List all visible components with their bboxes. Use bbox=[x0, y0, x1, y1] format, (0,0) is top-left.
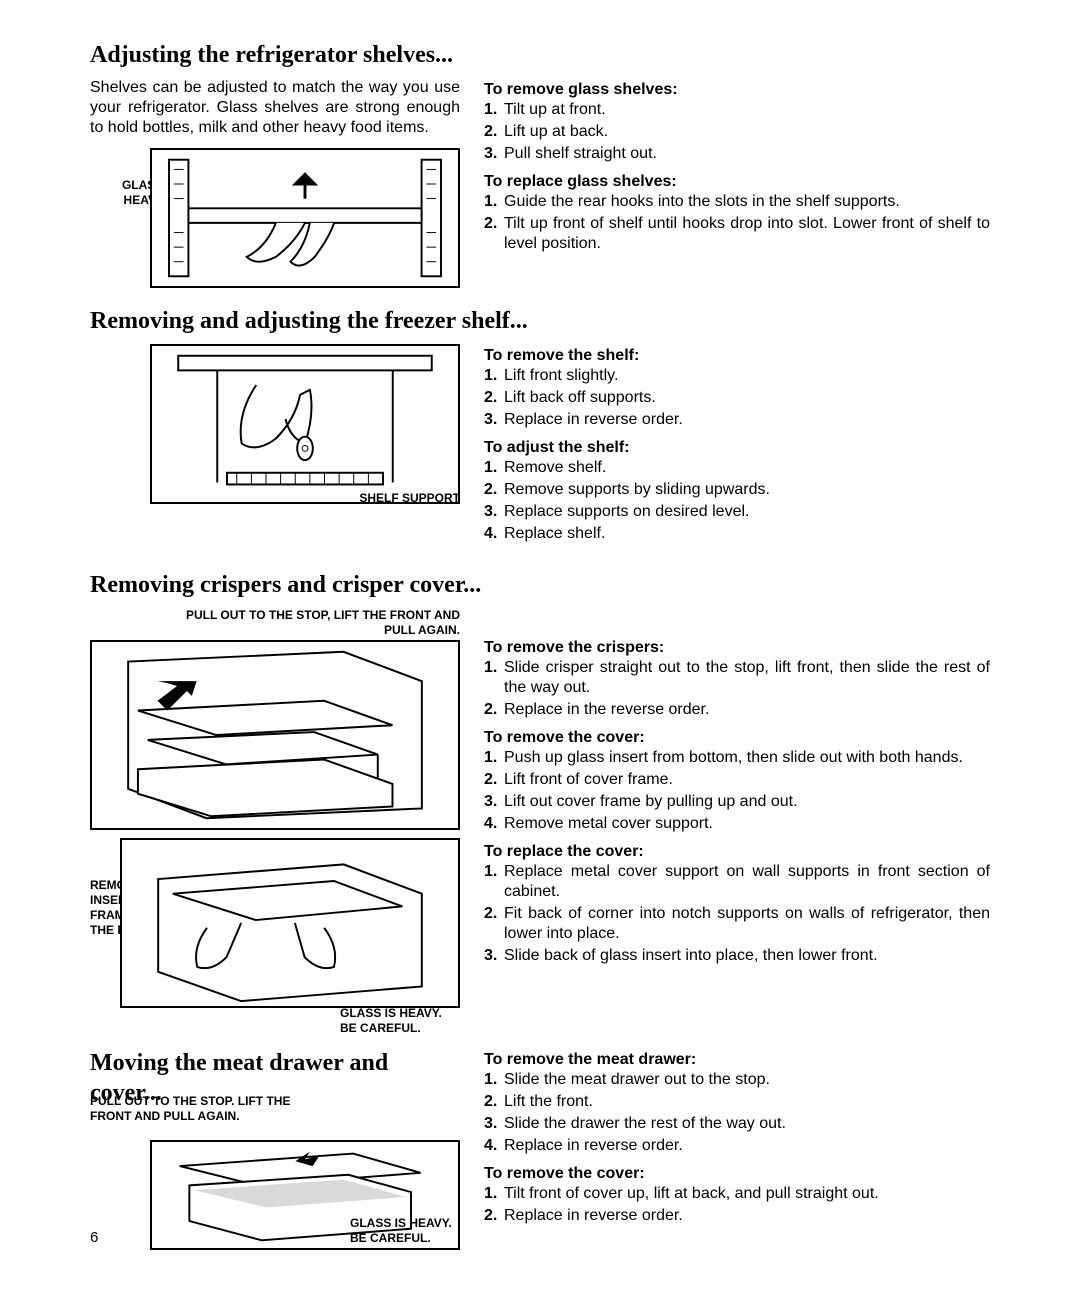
list-item: Lift back off supports. bbox=[484, 388, 990, 408]
meat-right: To remove the meat drawer: Slide the mea… bbox=[484, 1048, 990, 1250]
crispers-fig3-label: GLASS IS HEAVY. BE CAREFUL. bbox=[340, 1006, 460, 1036]
crispers-cover-remove-head: To remove the cover: bbox=[484, 728, 990, 748]
crispers-cover-remove-list: Push up glass insert from bottom, then s… bbox=[484, 748, 990, 834]
meat-remove-drawer-list: Slide the meat drawer out to the stop. L… bbox=[484, 1070, 990, 1156]
list-item: Tilt up front of shelf until hooks drop … bbox=[484, 214, 990, 254]
freezer-remove-list: Lift front slightly. Lift back off suppo… bbox=[484, 366, 990, 430]
crispers-remove-head: To remove the crispers: bbox=[484, 638, 990, 658]
shelves-replace-head: To replace glass shelves: bbox=[484, 172, 990, 192]
meat-fig2-label: GLASS IS HEAVY. BE CAREFUL. bbox=[350, 1216, 470, 1246]
crispers-fig1-label: PULL OUT TO THE STOP, LIFT THE FRONT AND… bbox=[180, 608, 460, 638]
list-item: Replace shelf. bbox=[484, 524, 990, 544]
list-item: Fit back of corner into notch supports o… bbox=[484, 904, 990, 944]
freezer-figure bbox=[150, 344, 460, 504]
list-item: Slide the drawer the rest of the way out… bbox=[484, 1114, 990, 1134]
crispers-left: PULL OUT TO THE STOP, LIFT THE FRONT AND… bbox=[90, 608, 460, 1008]
list-item: Replace supports on desired level. bbox=[484, 502, 990, 522]
list-item: Remove shelf. bbox=[484, 458, 990, 478]
shelves-remove-head: To remove glass shelves: bbox=[484, 80, 990, 100]
list-item: Lift front slightly. bbox=[484, 366, 990, 386]
page-number: 6 bbox=[90, 1229, 98, 1248]
list-item: Replace in reverse order. bbox=[484, 410, 990, 430]
list-item: Replace in the reverse order. bbox=[484, 700, 990, 720]
list-item: Replace in reverse order. bbox=[484, 1136, 990, 1156]
meat-remove-cover-list: Tilt front of cover up, lift at back, an… bbox=[484, 1184, 990, 1226]
meat-fig1-label: PULL OUT TO THE STOP. LIFT THE FRONT AND… bbox=[90, 1094, 310, 1124]
crispers-cover-replace-head: To replace the cover: bbox=[484, 842, 990, 862]
crispers-figure-2 bbox=[120, 838, 460, 1008]
shelves-intro: Shelves can be adjusted to match the way… bbox=[90, 78, 460, 138]
freezer-right: To remove the shelf: Lift front slightly… bbox=[484, 344, 990, 552]
list-item: Tilt up at front. bbox=[484, 100, 990, 120]
crispers-right: To remove the crispers: Slide crisper st… bbox=[484, 608, 990, 1008]
meat-remove-cover-head: To remove the cover: bbox=[484, 1164, 990, 1184]
list-item: Slide the meat drawer out to the stop. bbox=[484, 1070, 990, 1090]
section-freezer: Removing and adjusting the freezer shelf… bbox=[90, 306, 990, 552]
heading-crispers: Removing crispers and crisper cover... bbox=[90, 570, 990, 600]
list-item: Lift out cover frame by pulling up and o… bbox=[484, 792, 990, 812]
list-item: Pull shelf straight out. bbox=[484, 144, 990, 164]
shelves-remove-list: Tilt up at front. Lift up at back. Pull … bbox=[484, 100, 990, 164]
meat-left: Moving the meat drawer and cover... PULL… bbox=[90, 1048, 460, 1250]
list-item: Lift the front. bbox=[484, 1092, 990, 1112]
section-meat: Moving the meat drawer and cover... PULL… bbox=[90, 1048, 990, 1250]
section-shelves: Adjusting the refrigerator shelves... Sh… bbox=[90, 40, 990, 288]
crispers-figure-1 bbox=[90, 640, 460, 830]
list-item: Remove metal cover support. bbox=[484, 814, 990, 834]
shelves-replace-list: Guide the rear hooks into the slots in t… bbox=[484, 192, 990, 254]
list-item: Slide crisper straight out to the stop, … bbox=[484, 658, 990, 698]
section-crispers: Removing crispers and crisper cover... P… bbox=[90, 570, 990, 1008]
list-item: Replace metal cover support on wall supp… bbox=[484, 862, 990, 902]
freezer-fig-label: SHELF SUPPORT bbox=[359, 491, 460, 506]
meat-remove-drawer-head: To remove the meat drawer: bbox=[484, 1050, 990, 1070]
list-item: Tilt front of cover up, lift at back, an… bbox=[484, 1184, 990, 1204]
list-item: Guide the rear hooks into the slots in t… bbox=[484, 192, 990, 212]
heading-shelves: Adjusting the refrigerator shelves... bbox=[90, 40, 990, 70]
crispers-cover-replace-list: Replace metal cover support on wall supp… bbox=[484, 862, 990, 966]
list-item: Slide back of glass insert into place, t… bbox=[484, 946, 990, 966]
crispers-remove-list: Slide crisper straight out to the stop, … bbox=[484, 658, 990, 720]
freezer-adjust-head: To adjust the shelf: bbox=[484, 438, 990, 458]
list-item: Lift front of cover frame. bbox=[484, 770, 990, 790]
freezer-left: SHELF SUPPORT bbox=[90, 344, 460, 552]
shelves-right: To remove glass shelves: Tilt up at fron… bbox=[484, 78, 990, 288]
shelves-figure bbox=[150, 148, 460, 288]
freezer-remove-head: To remove the shelf: bbox=[484, 346, 990, 366]
list-item: Push up glass insert from bottom, then s… bbox=[484, 748, 990, 768]
heading-freezer: Removing and adjusting the freezer shelf… bbox=[90, 306, 990, 336]
list-item: Replace in reverse order. bbox=[484, 1206, 990, 1226]
freezer-adjust-list: Remove shelf. Remove supports by sliding… bbox=[484, 458, 990, 544]
shelves-left: Shelves can be adjusted to match the way… bbox=[90, 78, 460, 288]
list-item: Lift up at back. bbox=[484, 122, 990, 142]
list-item: Remove supports by sliding upwards. bbox=[484, 480, 990, 500]
